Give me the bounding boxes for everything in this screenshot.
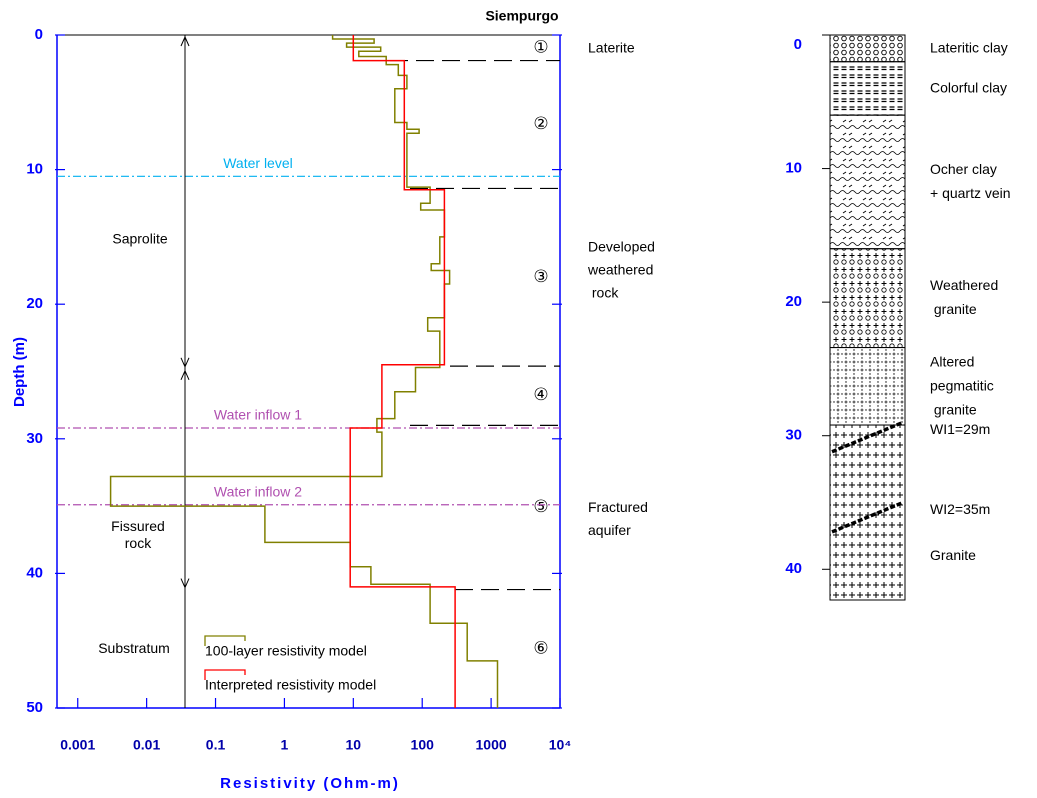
reference-label: Water level	[223, 155, 293, 171]
unit-label-line: rock	[125, 535, 152, 551]
reference-label: Water inflow 1	[214, 407, 302, 423]
y-tick-label: 40	[26, 564, 43, 581]
unit-label-line: Fissured	[111, 518, 165, 534]
x-tick-label: 0.001	[60, 737, 95, 753]
x-tick-label: 10	[346, 737, 362, 753]
lithology-label-line: granite	[930, 401, 977, 417]
legend-swatch	[204, 669, 246, 680]
lithology-label: Colorful clay	[930, 79, 1007, 95]
lithology-tick-label: 10	[785, 160, 802, 177]
lithology-tick-label: 20	[785, 293, 802, 310]
unit-label: Substratum	[98, 639, 170, 655]
zone-description-line: Developed	[588, 238, 655, 254]
fracture	[831, 420, 904, 454]
lithology-label-line: Granite	[930, 547, 976, 563]
legend-label: Interpreted resistivity model	[205, 677, 376, 693]
zone-number: ④	[533, 385, 548, 404]
y-tick-label: 0	[35, 26, 43, 43]
lithology-tick-label: 0	[794, 36, 802, 53]
x-tick-label: 10⁴	[549, 737, 572, 753]
zone-number: ⑤	[533, 497, 548, 516]
lithology-tick-label: 40	[785, 560, 802, 577]
zone-description: Laterite	[588, 39, 635, 55]
lithology-layer	[829, 34, 906, 63]
zone-number: ⑥	[533, 638, 548, 657]
series-line	[109, 35, 499, 708]
lithology-layer	[829, 347, 906, 426]
chart-title: Siempurgo	[485, 8, 558, 24]
lithology-label-line: Weathered	[930, 277, 998, 293]
reference-label: Water inflow 2	[214, 483, 302, 499]
x-tick-label: 0.1	[206, 737, 226, 753]
unit-arrow-head	[180, 35, 190, 47]
y-tick-label: 50	[26, 699, 43, 716]
lithology-layer	[829, 61, 906, 116]
y-axis-label: Depth (m)	[11, 337, 28, 407]
y-tick-label: 30	[26, 430, 43, 447]
x-tick-label: 100	[411, 737, 435, 753]
zone-number: ②	[533, 114, 548, 133]
fracture-label: WI1=29m	[930, 421, 990, 437]
x-tick-label: 0.01	[133, 737, 160, 753]
zone-number: ③	[533, 267, 548, 286]
zone-description-line: weathered	[587, 261, 653, 277]
zone-description: Fractured aquifer	[588, 499, 648, 538]
zone-description: Developed weathered rock	[587, 238, 655, 300]
lithology-tick-label: 30	[785, 427, 802, 444]
y-tick-label: 20	[26, 295, 43, 312]
lithology-label-line: Altered	[930, 353, 974, 369]
lithology-label: Granite	[930, 547, 976, 563]
lithology-label-line: Lateritic clay	[930, 39, 1008, 55]
zone-description-line: Laterite	[588, 39, 635, 55]
lithology-label: Altered pegmatitic granite	[930, 353, 994, 417]
lithology-layer	[829, 424, 906, 601]
x-tick-label: 1	[281, 737, 289, 753]
lithology-label-line: Ocher clay	[930, 161, 997, 177]
unit-arrow-head	[180, 369, 190, 381]
series-line	[349, 35, 456, 708]
lithology-label-line: granite	[930, 301, 977, 317]
unit-label-line: Substratum	[98, 639, 170, 655]
lithology-label-line: + quartz vein	[930, 185, 1011, 201]
unit-arrow-head	[180, 578, 190, 589]
zone-description-line: aquifer	[588, 522, 631, 538]
zone-number: ①	[533, 37, 548, 56]
legend-label: 100-layer resistivity model	[205, 643, 367, 659]
lithology-layer	[829, 114, 906, 250]
zone-description-line: rock	[588, 284, 619, 300]
x-axis-label: Resistivity (Ohm-m)	[220, 775, 400, 792]
unit-label: Saprolite	[112, 230, 167, 246]
x-tick-label: 1000	[476, 737, 507, 753]
lithology-label-line: Colorful clay	[930, 79, 1007, 95]
zone-description-line: Fractured	[588, 499, 648, 515]
lithology-label: Ocher clay + quartz vein	[930, 161, 1011, 201]
legend-swatch	[204, 635, 246, 646]
unit-label-line: Saprolite	[112, 230, 167, 246]
unit-arrow-head	[180, 357, 190, 369]
lithology-label: Weathered granite	[930, 277, 998, 317]
lithology-layer	[829, 248, 906, 349]
fracture	[831, 500, 904, 534]
y-tick-label: 10	[26, 161, 43, 178]
unit-label: Fissured rock	[111, 518, 165, 551]
fracture-label: WI2=35m	[930, 501, 990, 517]
lithology-label-line: pegmatitic	[930, 377, 994, 393]
lithology-label: Lateritic clay	[930, 39, 1008, 55]
